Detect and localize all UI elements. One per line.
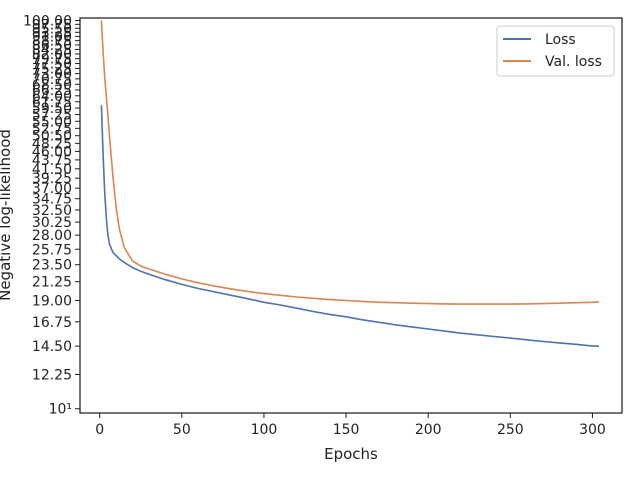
series-line-val-loss [100,20,600,305]
x-tick-label: 50 [173,422,191,438]
x-tick-label: 250 [497,422,524,438]
y-tick-label: 50.50 [32,129,72,145]
y-tick-label: 100.00 [23,14,72,30]
y-tick-label: 93.25 [32,25,72,41]
y-tick-label: 66.25 [32,83,72,99]
plot-area [79,17,623,414]
y-tick-label: 41.50 [32,162,72,178]
legend-label-loss: Loss [545,32,576,48]
y-tick-label: 46.00 [32,144,72,160]
y-tick-label: 23.50 [32,258,72,274]
y-tick-label: 43.75 [32,153,72,169]
series-line-loss [100,105,599,347]
legend-label-val-loss: Val. loss [545,54,602,70]
plot-frame [79,17,623,414]
y-tick-label: 68.50 [32,77,72,93]
y-tick-label: 55.00 [32,114,72,130]
y-tick-label: 25.75 [32,242,72,258]
y-tick-label: 77.50 [32,56,72,72]
x-tick-label: 150 [333,422,360,438]
y-tick-label: 86.50 [32,38,72,54]
y-tick-label: 30.25 [32,215,72,231]
x-axis-label: Epochs [324,445,378,463]
y-axis-ticks: 10¹ 12.25 14.50 16.75 19.00 21.2523.5025.7528… [23,14,80,418]
y-tick-label: 57.25 [32,108,72,124]
y-axis-label: Negative log-likelihood [0,129,14,301]
y-tick-label: 10¹ [49,402,72,418]
y-tick-label: 16.75 [32,315,72,331]
y-tick-label: 61.75 [32,95,72,111]
y-tick-label: 79.75 [32,52,72,68]
y-tick-label: 21.25 [32,275,72,291]
y-tick-label: 59.50 [32,101,72,117]
y-tick-label: 91.00 [32,29,72,45]
y-tick-label: 12.25 [32,368,72,384]
y-tick-label: 37.00 [32,181,72,197]
y-tick-label: 88.75 [32,34,72,50]
y-tick-label: 14.50 [32,339,72,355]
y-tick-label: 73.00 [32,67,72,83]
x-tick-label: 200 [415,422,442,438]
y-tick-label: 48.25 [32,136,72,152]
y-tick-label: 34.75 [32,192,72,208]
y-tick-label: 19.00 [32,294,72,310]
y-tick-label: 28.00 [32,228,72,244]
y-tick-label: 39.25 [32,171,72,187]
y-tick-label: 70.75 [32,72,72,88]
x-tick-label: 0 [95,422,104,438]
y-tick-label: 95.50 [32,21,72,37]
y-tick-label: 84.25 [32,42,72,58]
y-tick-label: 32.50 [32,203,72,219]
x-tick-label: 300 [579,422,606,438]
y-tick-label: 64.00 [32,89,72,105]
y-tick-label: 52.75 [32,121,72,137]
y-tick-label: 82.00 [32,47,72,63]
y-tick-label: 75.25 [32,61,72,77]
legend: Loss Val. loss [496,25,615,77]
series-layer [100,20,600,347]
x-tick-label: 100 [251,422,278,438]
y-tick-label: 97.75 [32,17,72,33]
x-axis-ticks: 0 50 100 150 200 250 300 [95,413,606,438]
